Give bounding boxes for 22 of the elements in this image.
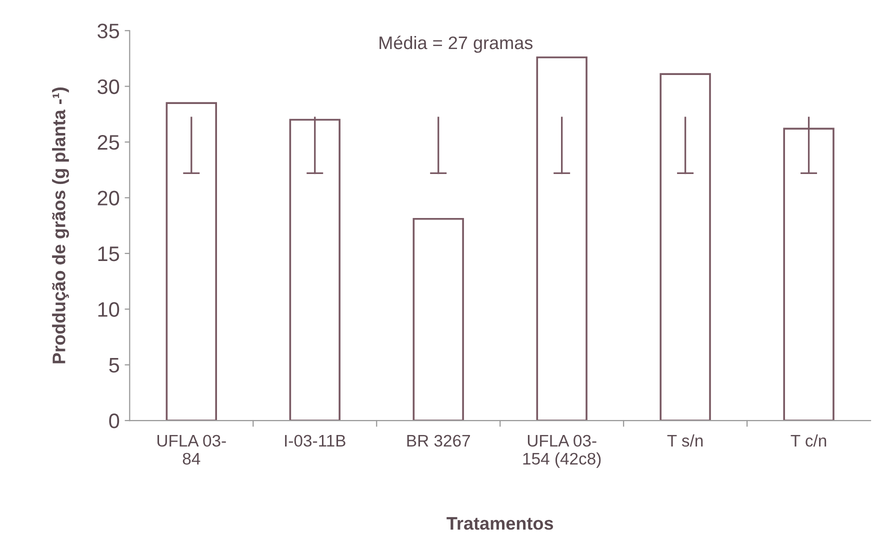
y-tick-label: 5 [109,358,120,373]
x-tick-label: T c/n [790,434,826,447]
x-tick-label: BR 3267 [407,434,470,447]
bar [289,118,340,421]
y-tick-label: 20 [98,190,120,206]
bar [166,102,217,421]
y-tick-label: 0 [109,414,120,428]
y-tick-label: 35 [98,24,120,38]
y-tick-label: 30 [98,79,120,94]
y-axis-title: Proddução de grãos (g planta -¹) [52,88,69,364]
annotation: Média = 27 gramas [380,36,533,53]
y-tick-label: 15 [98,246,120,262]
x-tick-label: UFLA 03- 154 (42c8) [523,434,601,468]
y-tick-label: 25 [98,135,120,150]
bar [660,73,711,421]
bar [536,56,588,421]
bar [412,218,464,421]
x-tick-label: I-03-11B [285,434,346,447]
x-tick-label: UFLA 03- 84 [157,434,226,465]
x-axis-title: Tratamentos [446,517,554,530]
y-tick-label: 10 [98,302,120,317]
x-tick-label: T s/n [667,434,703,447]
